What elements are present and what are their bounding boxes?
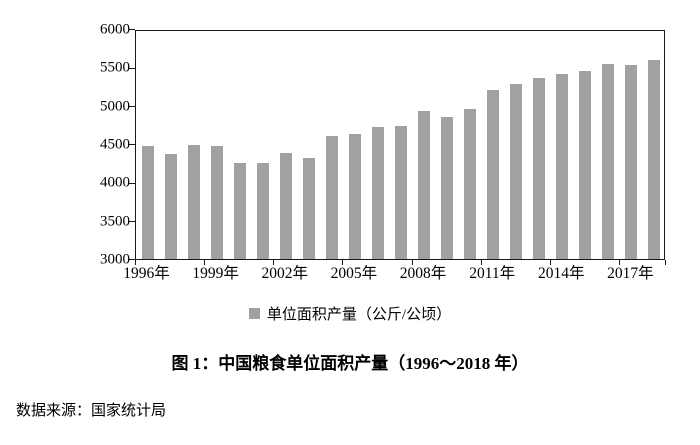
x-axis-tick-label: 2017年 (607, 265, 654, 282)
x-axis-tick-label: 1996年 (123, 265, 170, 282)
bar (256, 162, 269, 259)
bar (348, 134, 361, 259)
bar (602, 63, 615, 259)
x-axis-tick (135, 259, 136, 265)
x-axis-tick (480, 259, 482, 265)
y-axis-tick-label: 4500 (100, 136, 130, 153)
bar (579, 70, 592, 259)
x-axis-tick-label: 2005年 (330, 265, 378, 282)
bar (648, 59, 661, 259)
bar (395, 126, 407, 259)
bar (164, 154, 177, 259)
bar (141, 146, 154, 259)
bar (371, 126, 384, 259)
bar (510, 84, 523, 259)
bar (464, 108, 477, 259)
x-axis-tick-label: 2002年 (261, 265, 309, 282)
x-axis-tick (618, 259, 620, 265)
bar (210, 145, 223, 259)
x-axis-tick (342, 259, 344, 265)
y-axis-tick-label: 5500 (100, 59, 130, 76)
y-axis-tick (129, 29, 135, 31)
x-axis-tick-label: 2008年 (399, 265, 447, 282)
chart-legend: 单位面积产量（公斤/公顷） (0, 303, 700, 324)
y-axis-tick (129, 105, 135, 107)
x-axis-tick (204, 259, 206, 265)
bar (279, 152, 292, 259)
data-source-note: 数据来源：国家统计局 (16, 403, 167, 419)
bar (302, 157, 315, 259)
bar (441, 116, 454, 259)
chart-title: 图 1：中国粮食单位面积产量（1996～2018 年） (171, 354, 529, 373)
bar (187, 144, 200, 259)
x-axis-tick (665, 259, 666, 265)
legend-swatch (248, 308, 260, 319)
bar (625, 65, 638, 259)
plot-area (135, 30, 665, 260)
bar (487, 90, 500, 259)
y-axis-tick-label: 3000 (100, 251, 130, 268)
x-axis-tick (273, 259, 275, 265)
x-axis-tick (549, 259, 551, 265)
y-axis-tick-label: 6000 (100, 21, 130, 38)
y-axis-tick (129, 259, 135, 261)
y-axis-tick-label: 3500 (100, 213, 130, 230)
bar (233, 163, 246, 259)
y-axis-tick-label: 5000 (100, 98, 130, 115)
y-axis-tick (129, 144, 135, 146)
x-axis-tick-label: 1999年 (192, 265, 239, 282)
y-axis-tick (129, 220, 135, 222)
bar (418, 110, 431, 259)
y-axis-tick-label: 4000 (100, 174, 130, 191)
bar (533, 78, 546, 259)
bar (556, 73, 569, 259)
x-axis-tick-label: 2011年 (469, 265, 516, 282)
x-axis-tick-label: 2014年 (538, 265, 585, 282)
legend-label: 单位面积产量（公斤/公顷） (266, 307, 452, 323)
x-axis-tick (411, 259, 413, 265)
bar (325, 135, 338, 259)
y-axis-tick (129, 182, 135, 184)
y-axis-tick (129, 67, 135, 69)
